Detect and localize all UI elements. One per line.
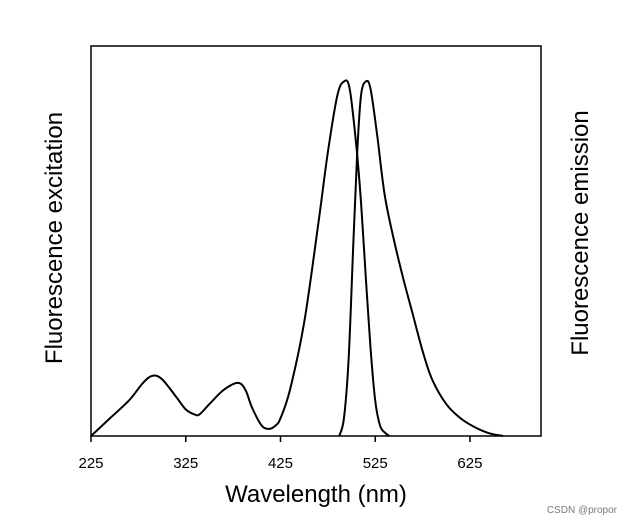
x-tick-label: 225 <box>78 455 103 472</box>
y-axis-title-right: Fluorescence emission <box>567 110 594 355</box>
series-lines <box>90 79 504 437</box>
x-tick-label: 525 <box>363 455 388 472</box>
x-ticks: 225 325 425 525 625 <box>78 436 482 472</box>
plot-frame <box>90 45 542 437</box>
x-tick-label: 325 <box>173 455 198 472</box>
excitation-curve <box>90 79 391 437</box>
x-tick-label: 425 <box>268 455 293 472</box>
emission-curve <box>338 79 504 437</box>
x-tick-label: 625 <box>457 455 482 472</box>
y-axis-title-left: Fluorescence excitation <box>41 112 68 364</box>
x-axis-title: Wavelength (nm) <box>225 481 407 508</box>
watermark-text: CSDN @propor <box>546 505 617 516</box>
